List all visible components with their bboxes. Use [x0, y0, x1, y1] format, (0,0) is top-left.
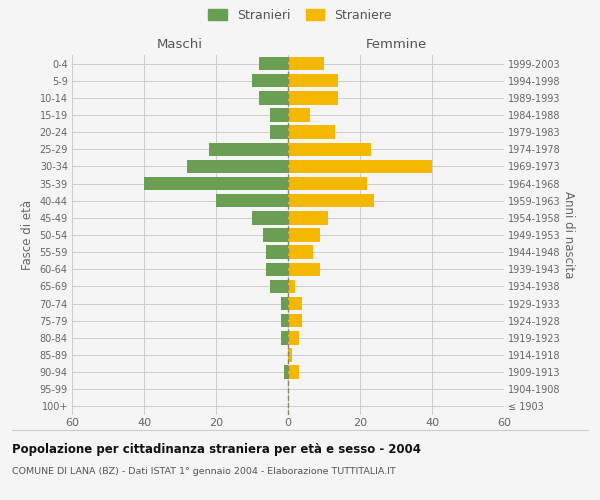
Bar: [288, 57, 324, 70]
Bar: [144, 177, 288, 190]
Bar: [288, 177, 367, 190]
Bar: [281, 314, 288, 328]
Bar: [259, 91, 288, 104]
Text: Popolazione per cittadinanza straniera per età e sesso - 2004: Popolazione per cittadinanza straniera p…: [12, 442, 421, 456]
Bar: [270, 108, 288, 122]
Bar: [288, 194, 374, 207]
Bar: [288, 280, 295, 293]
Bar: [252, 74, 288, 88]
Bar: [288, 314, 302, 328]
Text: COMUNE DI LANA (BZ) - Dati ISTAT 1° gennaio 2004 - Elaborazione TUTTITALIA.IT: COMUNE DI LANA (BZ) - Dati ISTAT 1° genn…: [12, 468, 396, 476]
Bar: [288, 228, 320, 241]
Bar: [288, 160, 432, 173]
Bar: [288, 142, 371, 156]
Y-axis label: Fasce di età: Fasce di età: [21, 200, 34, 270]
Bar: [288, 366, 299, 379]
Bar: [216, 194, 288, 207]
Bar: [288, 211, 328, 224]
Legend: Stranieri, Straniere: Stranieri, Straniere: [208, 8, 392, 22]
Text: Maschi: Maschi: [157, 38, 203, 52]
Bar: [281, 297, 288, 310]
Bar: [288, 91, 338, 104]
Bar: [266, 262, 288, 276]
Bar: [288, 348, 292, 362]
Bar: [288, 331, 299, 344]
Bar: [288, 262, 320, 276]
Text: Femmine: Femmine: [365, 38, 427, 52]
Bar: [270, 126, 288, 139]
Y-axis label: Anni di nascita: Anni di nascita: [562, 192, 575, 278]
Bar: [252, 211, 288, 224]
Bar: [288, 297, 302, 310]
Bar: [288, 74, 338, 88]
Bar: [281, 331, 288, 344]
Bar: [288, 108, 310, 122]
Bar: [288, 246, 313, 259]
Bar: [270, 280, 288, 293]
Bar: [209, 142, 288, 156]
Bar: [284, 366, 288, 379]
Bar: [266, 246, 288, 259]
Bar: [288, 126, 335, 139]
Bar: [259, 57, 288, 70]
Bar: [263, 228, 288, 241]
Bar: [187, 160, 288, 173]
